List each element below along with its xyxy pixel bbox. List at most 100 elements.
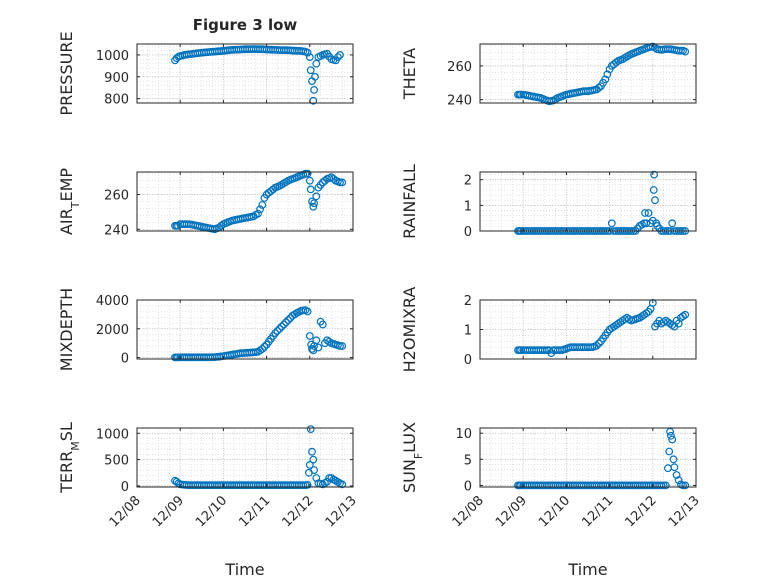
data-point xyxy=(238,214,247,223)
data-point xyxy=(312,192,321,201)
x-tick-label: 12/08 xyxy=(450,493,487,530)
data-point xyxy=(230,216,239,225)
data-point xyxy=(620,54,629,62)
data-point xyxy=(200,48,208,57)
x-tick-label: 12/13 xyxy=(323,493,360,530)
data-point xyxy=(316,181,325,189)
data-point xyxy=(243,45,252,54)
data-point xyxy=(560,345,569,354)
y-tick-label: 0 xyxy=(464,225,472,240)
y-tick-label: 4000 xyxy=(96,294,129,309)
y-tick-label: 10 xyxy=(455,427,472,442)
data-point xyxy=(560,481,569,490)
data-point xyxy=(299,170,308,179)
x-axis-label: Time xyxy=(567,560,607,579)
data-point xyxy=(681,47,690,56)
data-series xyxy=(514,42,690,106)
data-point xyxy=(280,320,288,329)
data-point xyxy=(299,481,308,490)
subplot-terr-msl: 0 500 1000 TERRMSL 12/08 12/09 12/10 12/11 12/12… xyxy=(57,422,360,579)
data-point xyxy=(238,45,247,54)
data-point xyxy=(672,471,681,479)
data-point xyxy=(191,221,200,230)
data-point xyxy=(325,337,334,346)
data-point xyxy=(182,353,191,362)
data-point xyxy=(303,169,312,178)
y-tick-label: 0 xyxy=(464,353,472,368)
data-point xyxy=(551,95,560,104)
data-point xyxy=(669,455,678,464)
data-point xyxy=(629,481,638,490)
data-point xyxy=(256,346,265,355)
data-point xyxy=(564,344,573,352)
data-point xyxy=(234,215,243,224)
data-point xyxy=(187,353,195,362)
data-point xyxy=(299,306,308,315)
data-point xyxy=(221,219,230,228)
x-tick-label: 12/13 xyxy=(666,493,703,530)
data-point xyxy=(303,48,312,57)
data-point xyxy=(599,78,607,87)
data-point xyxy=(230,481,239,490)
axes-box xyxy=(136,43,354,104)
data-point xyxy=(607,481,616,490)
data-point xyxy=(625,51,633,60)
data-point xyxy=(225,351,234,359)
data-point xyxy=(530,346,538,355)
data-point xyxy=(668,45,677,54)
data-point xyxy=(282,318,290,327)
data-point xyxy=(271,329,280,338)
data-point xyxy=(212,47,221,56)
data-point xyxy=(655,45,664,54)
y-axis-label: THETA xyxy=(400,48,419,100)
data-point xyxy=(310,85,319,94)
data-point xyxy=(182,220,191,229)
data-point xyxy=(277,322,286,331)
data-point xyxy=(295,308,303,316)
data-point xyxy=(251,348,260,357)
data-point xyxy=(560,91,569,100)
data-point xyxy=(325,174,334,183)
data-point xyxy=(521,346,530,355)
y-tick-label: 260 xyxy=(447,60,472,75)
data-point xyxy=(681,310,690,319)
data-point xyxy=(521,91,530,99)
data-point xyxy=(305,176,314,185)
data-point xyxy=(664,45,672,53)
data-point xyxy=(590,481,599,490)
data-point xyxy=(217,481,226,490)
data-point xyxy=(178,480,187,489)
data-point xyxy=(269,481,278,490)
data-point xyxy=(314,343,323,352)
data-point xyxy=(273,182,282,191)
data-point xyxy=(642,309,651,318)
data-point xyxy=(187,220,195,229)
data-point xyxy=(336,51,344,59)
data-point xyxy=(655,481,664,490)
data-point xyxy=(187,481,195,490)
y-tick-label: 260 xyxy=(104,189,129,204)
y-axis-label: MIXDEPTH xyxy=(57,288,76,371)
data-point xyxy=(260,45,269,54)
y-tick-label: 1 xyxy=(464,324,472,339)
y-axis-label: RAINFALL xyxy=(400,164,419,239)
data-point xyxy=(316,52,325,60)
data-point xyxy=(195,353,204,362)
data-point xyxy=(200,481,208,490)
data-point xyxy=(191,49,200,58)
data-point xyxy=(664,464,672,473)
data-point xyxy=(269,45,278,54)
data-point xyxy=(668,435,677,444)
data-point xyxy=(273,46,282,54)
data-point xyxy=(681,481,690,490)
data-point xyxy=(329,340,338,348)
data-series xyxy=(171,45,344,105)
data-point xyxy=(309,202,318,211)
y-tick-label: 800 xyxy=(104,93,129,108)
data-point xyxy=(642,481,651,490)
data-point xyxy=(670,463,679,472)
data-point xyxy=(230,45,239,54)
data-point xyxy=(638,220,646,229)
data-point xyxy=(638,481,646,490)
x-tick-label: 12/09 xyxy=(493,493,530,530)
